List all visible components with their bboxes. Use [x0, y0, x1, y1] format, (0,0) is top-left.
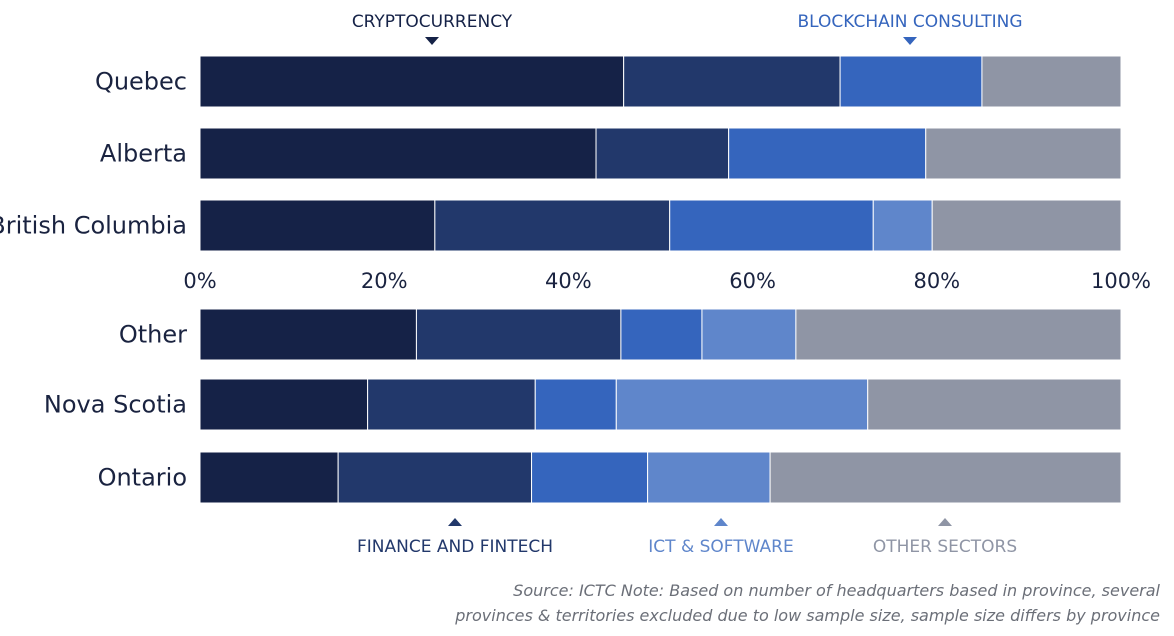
- category-label-nova-scotia: Nova Scotia: [44, 391, 187, 419]
- legend-label-cryptocurrency: CRYPTOCURRENCY: [352, 12, 513, 32]
- bar-nova-scotia-ict-and-software: [615, 378, 869, 431]
- category-label-british-columbia: British Columbia: [0, 212, 187, 240]
- bar-alberta-cryptocurrency: [199, 127, 597, 180]
- category-label-quebec: Quebec: [95, 68, 187, 96]
- category-label-other: Other: [119, 321, 187, 349]
- legend-label-blockchain-consulting: BLOCKCHAIN CONSULTING: [797, 12, 1022, 32]
- bar-other-other-sectors: [795, 308, 1122, 361]
- bar-other-blockchain-consulting: [620, 308, 703, 361]
- x-tick-label: 0%: [183, 269, 216, 293]
- bar-other-finance-and-fintech: [415, 308, 622, 361]
- legend: CRYPTOCURRENCY BLOCKCHAIN CONSULTING FINAN…: [352, 12, 1023, 557]
- bar-alberta-blockchain-consulting: [728, 127, 927, 180]
- x-tick-label: 40%: [545, 269, 592, 293]
- legend-marker-up-ict-and-software: [714, 518, 728, 526]
- bar-nova-scotia-blockchain-consulting: [534, 378, 617, 431]
- category-label-alberta: Alberta: [100, 140, 187, 168]
- legend-label-finance-and-fintech: FINANCE AND FINTECH: [357, 537, 553, 557]
- category-labels: Quebec Alberta British Columbia Other Nova S…: [0, 68, 187, 492]
- legend-marker-down-blockchain-consulting: [903, 37, 917, 45]
- bar-british-columbia-other-sectors: [931, 199, 1122, 252]
- bars-layer: [199, 55, 1122, 504]
- bar-other-ict-and-software: [701, 308, 797, 361]
- bar-british-columbia-finance-and-fintech: [434, 199, 671, 252]
- legend-label-ict-and-software: ICT & SOFTWARE: [648, 537, 793, 557]
- bar-alberta-finance-and-fintech: [595, 127, 730, 180]
- bar-british-columbia-ict-and-software: [872, 199, 933, 252]
- bar-nova-scotia-cryptocurrency: [199, 378, 369, 431]
- bar-alberta-other-sectors: [925, 127, 1122, 180]
- legend-label-other-sectors: OTHER SECTORS: [873, 537, 1017, 557]
- source-line-2: provinces & territories excluded due to …: [454, 606, 1160, 625]
- bar-ontario-ict-and-software: [647, 451, 771, 504]
- x-tick-label: 20%: [361, 269, 408, 293]
- bar-quebec-blockchain-consulting: [839, 55, 983, 108]
- bar-british-columbia-blockchain-consulting: [669, 199, 874, 252]
- bar-other-cryptocurrency: [199, 308, 417, 361]
- bar-quebec-finance-and-fintech: [623, 55, 841, 108]
- bar-nova-scotia-other-sectors: [867, 378, 1122, 431]
- bar-ontario-cryptocurrency: [199, 451, 339, 504]
- x-tick-label: 60%: [729, 269, 776, 293]
- legend-marker-up-other-sectors: [938, 518, 952, 526]
- bar-ontario-finance-and-fintech: [337, 451, 533, 504]
- bar-british-columbia-cryptocurrency: [199, 199, 436, 252]
- source-line-1: Source: ICTC Note: Based on number of he…: [513, 581, 1160, 600]
- source-note: Source: ICTC Note: Based on number of he…: [454, 581, 1160, 625]
- x-tick-label: 100%: [1091, 269, 1151, 293]
- x-tick-label: 80%: [913, 269, 960, 293]
- legend-marker-up-finance-and-fintech: [448, 518, 462, 526]
- bar-ontario-blockchain-consulting: [531, 451, 649, 504]
- category-label-ontario: Ontario: [98, 464, 187, 492]
- bar-quebec-cryptocurrency: [199, 55, 625, 108]
- bar-nova-scotia-finance-and-fintech: [367, 378, 536, 431]
- x-axis-ticks: 0% 20% 40% 60% 80% 100%: [183, 269, 1151, 293]
- bar-quebec-other-sectors: [981, 55, 1122, 108]
- bar-ontario-other-sectors: [769, 451, 1122, 504]
- legend-marker-down-cryptocurrency: [425, 37, 439, 45]
